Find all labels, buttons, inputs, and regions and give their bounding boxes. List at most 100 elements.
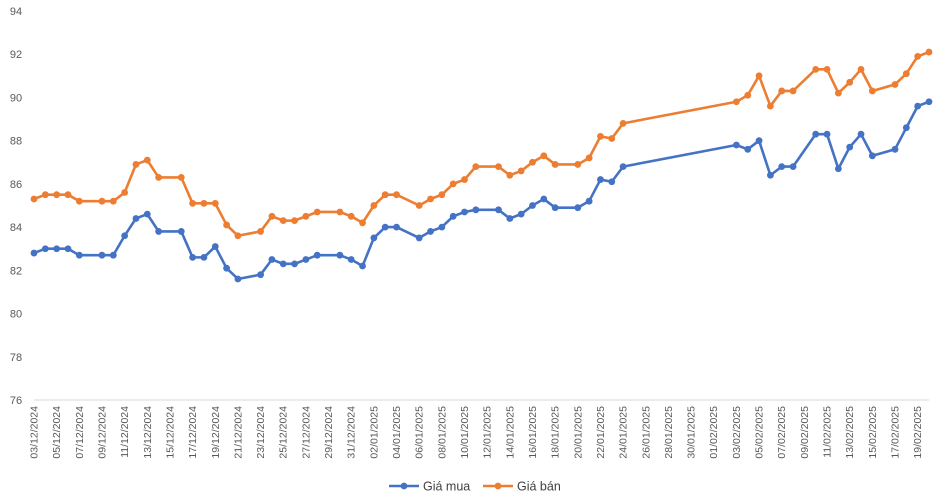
x-tick-label: 22/01/2025 [595, 406, 607, 459]
data-point [177, 228, 185, 235]
y-tick-label: 88 [10, 136, 22, 148]
data-point [755, 137, 763, 145]
data-point [234, 275, 242, 283]
data-point [495, 206, 502, 214]
data-point [868, 87, 876, 95]
data-point [393, 223, 400, 231]
data-point [551, 161, 559, 168]
x-tick-label: 14/01/2025 [504, 406, 516, 459]
x-tick-label: 20/01/2025 [572, 406, 584, 459]
plot-area [30, 48, 933, 283]
data-point [755, 72, 763, 80]
data-point [211, 243, 219, 250]
x-tick-label: 15/12/2024 [164, 406, 176, 459]
data-point [608, 178, 616, 186]
x-tick-label: 24/01/2025 [618, 406, 630, 459]
x-tick-label: 07/12/2024 [74, 406, 86, 459]
data-point [585, 154, 593, 162]
data-point [597, 132, 604, 140]
x-tick-label: 28/01/2025 [663, 406, 675, 459]
legend-swatch-marker [494, 482, 502, 490]
x-tick-label: 25/12/2024 [278, 406, 290, 459]
data-point [121, 189, 129, 196]
x-tick-label: 13/12/2024 [142, 406, 154, 459]
data-point [313, 208, 321, 216]
x-tick-label: 26/01/2025 [640, 406, 652, 459]
data-point [551, 204, 559, 212]
x-tick-label: 30/01/2025 [686, 406, 698, 459]
data-point [766, 171, 774, 179]
data-point [597, 176, 604, 183]
data-point [461, 208, 468, 216]
data-point [812, 65, 820, 73]
data-point [109, 197, 117, 205]
data-point [155, 174, 163, 181]
x-tick-label: 01/02/2025 [708, 406, 720, 459]
x-tick-label: 12/01/2025 [482, 406, 494, 459]
data-point [789, 87, 797, 95]
x-tick-label: 07/02/2025 [776, 406, 788, 459]
data-point [415, 234, 423, 242]
data-point [733, 141, 740, 149]
data-point [733, 98, 740, 106]
y-tick-label: 82 [10, 265, 22, 277]
data-point [472, 163, 480, 171]
data-point [574, 161, 582, 168]
data-point [381, 223, 389, 231]
data-point [313, 251, 321, 259]
data-point [132, 215, 140, 222]
data-point [143, 156, 151, 164]
data-point [744, 145, 752, 153]
x-tick-label: 06/01/2025 [414, 406, 426, 459]
data-point [211, 199, 219, 207]
x-tick-label: 17/02/2025 [890, 406, 902, 459]
data-point [517, 210, 525, 218]
data-point [268, 256, 276, 263]
x-tick-label: 03/12/2024 [29, 406, 41, 459]
data-point [98, 251, 106, 259]
x-tick-label: 31/12/2024 [346, 406, 358, 459]
x-tick-label: 03/02/2025 [731, 406, 743, 459]
data-point [823, 130, 831, 138]
data-point [427, 195, 434, 203]
data-point [857, 130, 865, 138]
x-tick-label: 19/12/2024 [210, 406, 222, 459]
y-tick-label: 84 [10, 222, 22, 234]
data-point [143, 210, 151, 218]
data-point [427, 228, 434, 235]
data-point [891, 81, 899, 88]
data-point [529, 158, 536, 166]
data-point [381, 191, 389, 199]
data-point [279, 217, 287, 225]
data-point [461, 176, 468, 183]
data-point [393, 191, 400, 199]
data-point [506, 171, 514, 179]
data-point [75, 197, 83, 205]
y-axis: 76 78 80 82 84 86 88 90 92 94 [10, 6, 22, 407]
data-point [857, 65, 865, 73]
x-tick-label: 23/12/2024 [255, 406, 267, 459]
data-point [540, 152, 548, 160]
data-point [517, 167, 525, 175]
data-point [778, 163, 786, 171]
x-tick-label: 04/01/2025 [391, 406, 403, 459]
x-tick-label: 13/02/2025 [844, 406, 856, 459]
data-point [41, 245, 49, 253]
data-point [438, 191, 446, 199]
data-point [200, 199, 208, 207]
data-point [540, 195, 548, 203]
data-point [846, 78, 854, 86]
data-point [257, 228, 264, 235]
data-point [189, 253, 197, 261]
x-tick-label: 21/12/2024 [232, 406, 244, 459]
data-point [619, 163, 627, 171]
y-tick-label: 90 [10, 92, 22, 104]
y-tick-label: 80 [10, 309, 22, 321]
x-tick-label: 27/12/2024 [300, 406, 312, 459]
data-point [53, 245, 61, 253]
data-point [415, 202, 423, 209]
data-point [506, 215, 514, 222]
data-point [98, 197, 106, 205]
data-point [359, 219, 366, 227]
data-point [812, 130, 820, 138]
